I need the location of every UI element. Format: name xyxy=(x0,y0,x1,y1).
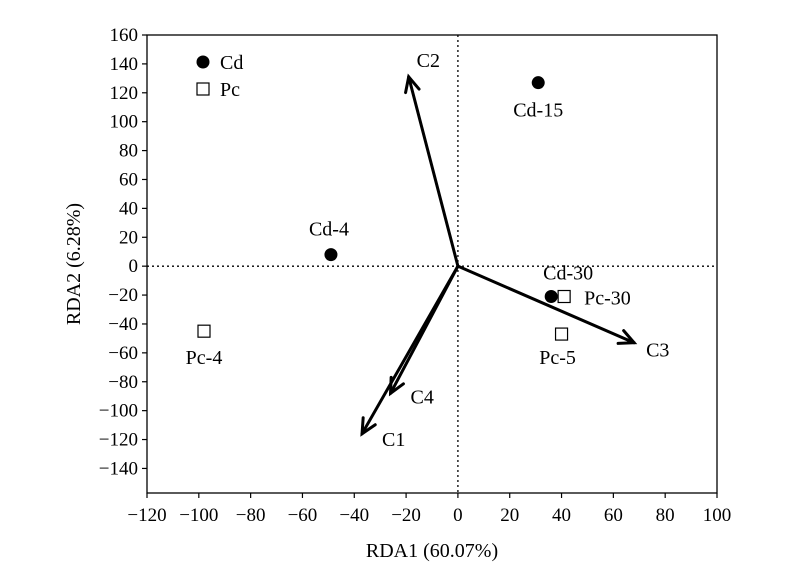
point-marker-square xyxy=(557,289,571,304)
x-tick-label: 40 xyxy=(552,505,571,526)
y-tick-label: 0 xyxy=(129,256,139,277)
point-label: Pc-30 xyxy=(584,288,631,310)
vector-line xyxy=(360,264,460,436)
vector-arrowhead xyxy=(360,416,377,437)
y-tick-label: 140 xyxy=(110,54,139,75)
vector-arrowhead xyxy=(404,73,421,95)
x-tick-label: −40 xyxy=(339,505,369,526)
vector-label: C2 xyxy=(417,50,440,72)
sample-points: Cd-15 Cd-4 Cd-30 Pc-4 Pc-30 Pc-5 xyxy=(186,76,631,369)
vector-label: C4 xyxy=(411,386,434,408)
y-tick-label: −100 xyxy=(99,401,138,422)
x-tick-label: 0 xyxy=(453,505,463,526)
x-axis-title: RDA1 (60.07%) xyxy=(366,540,498,562)
y-tick-label: 160 xyxy=(110,25,139,46)
y-tick-label: −40 xyxy=(108,314,138,335)
y-tick-label: −20 xyxy=(108,285,138,306)
x-tick-label: −100 xyxy=(179,505,218,526)
vector-arrowhead xyxy=(616,329,638,345)
point-marker-circle xyxy=(531,76,545,90)
point-label: Cd-4 xyxy=(309,219,349,241)
x-tick-label: −120 xyxy=(127,505,166,526)
y-tick-label: −60 xyxy=(108,343,138,364)
legend: Cd Pc xyxy=(196,52,243,101)
point-marker-square xyxy=(554,327,569,341)
legend-marker-square xyxy=(196,82,210,96)
x-tick-label: −20 xyxy=(391,505,421,526)
point-marker-square xyxy=(197,324,211,338)
vector-line xyxy=(407,75,460,268)
point-marker-circle xyxy=(544,290,558,304)
x-tick-label: −80 xyxy=(236,505,266,526)
vector-label: C1 xyxy=(382,429,405,451)
y-tick-label: 100 xyxy=(110,112,139,133)
y-tick-label: 120 xyxy=(110,83,139,104)
plot-frame xyxy=(146,34,718,494)
y-tick-label: −80 xyxy=(108,372,138,393)
point-label: Cd-15 xyxy=(513,100,563,122)
loading-vectors: C2 C3 C4 C1 xyxy=(360,50,669,451)
x-tick-label: 60 xyxy=(604,505,623,526)
y-tick-label: 40 xyxy=(119,198,138,219)
y-axis-ticks: 160 140 120 100 80 60 40 20 0 −20 −40 −60 −80 −100 −12… xyxy=(99,25,147,479)
x-tick-label: 100 xyxy=(703,505,732,526)
point-label: Pc-4 xyxy=(186,347,223,369)
x-tick-label: −60 xyxy=(288,505,318,526)
y-tick-label: 60 xyxy=(119,169,138,190)
legend-label: Cd xyxy=(220,52,243,74)
legend-marker-circle xyxy=(196,55,210,69)
y-tick-label: 80 xyxy=(119,141,138,162)
y-axis-title: RDA2 (6.28%) xyxy=(63,203,85,325)
y-tick-label: 20 xyxy=(119,227,138,248)
vector-label: C3 xyxy=(646,340,669,362)
y-tick-label: −140 xyxy=(99,458,138,479)
x-tick-label: 20 xyxy=(500,505,519,526)
point-marker-circle xyxy=(324,248,338,262)
point-label: Cd-30 xyxy=(543,263,593,285)
x-axis-ticks: −120 −100 −80 −60 −40 −20 0 20 40 60 80 100 xyxy=(127,493,731,526)
vector-line xyxy=(456,264,636,345)
point-label: Pc-5 xyxy=(539,347,576,369)
y-tick-label: −120 xyxy=(99,430,138,451)
legend-label: Pc xyxy=(220,79,240,101)
x-tick-label: 80 xyxy=(656,505,675,526)
